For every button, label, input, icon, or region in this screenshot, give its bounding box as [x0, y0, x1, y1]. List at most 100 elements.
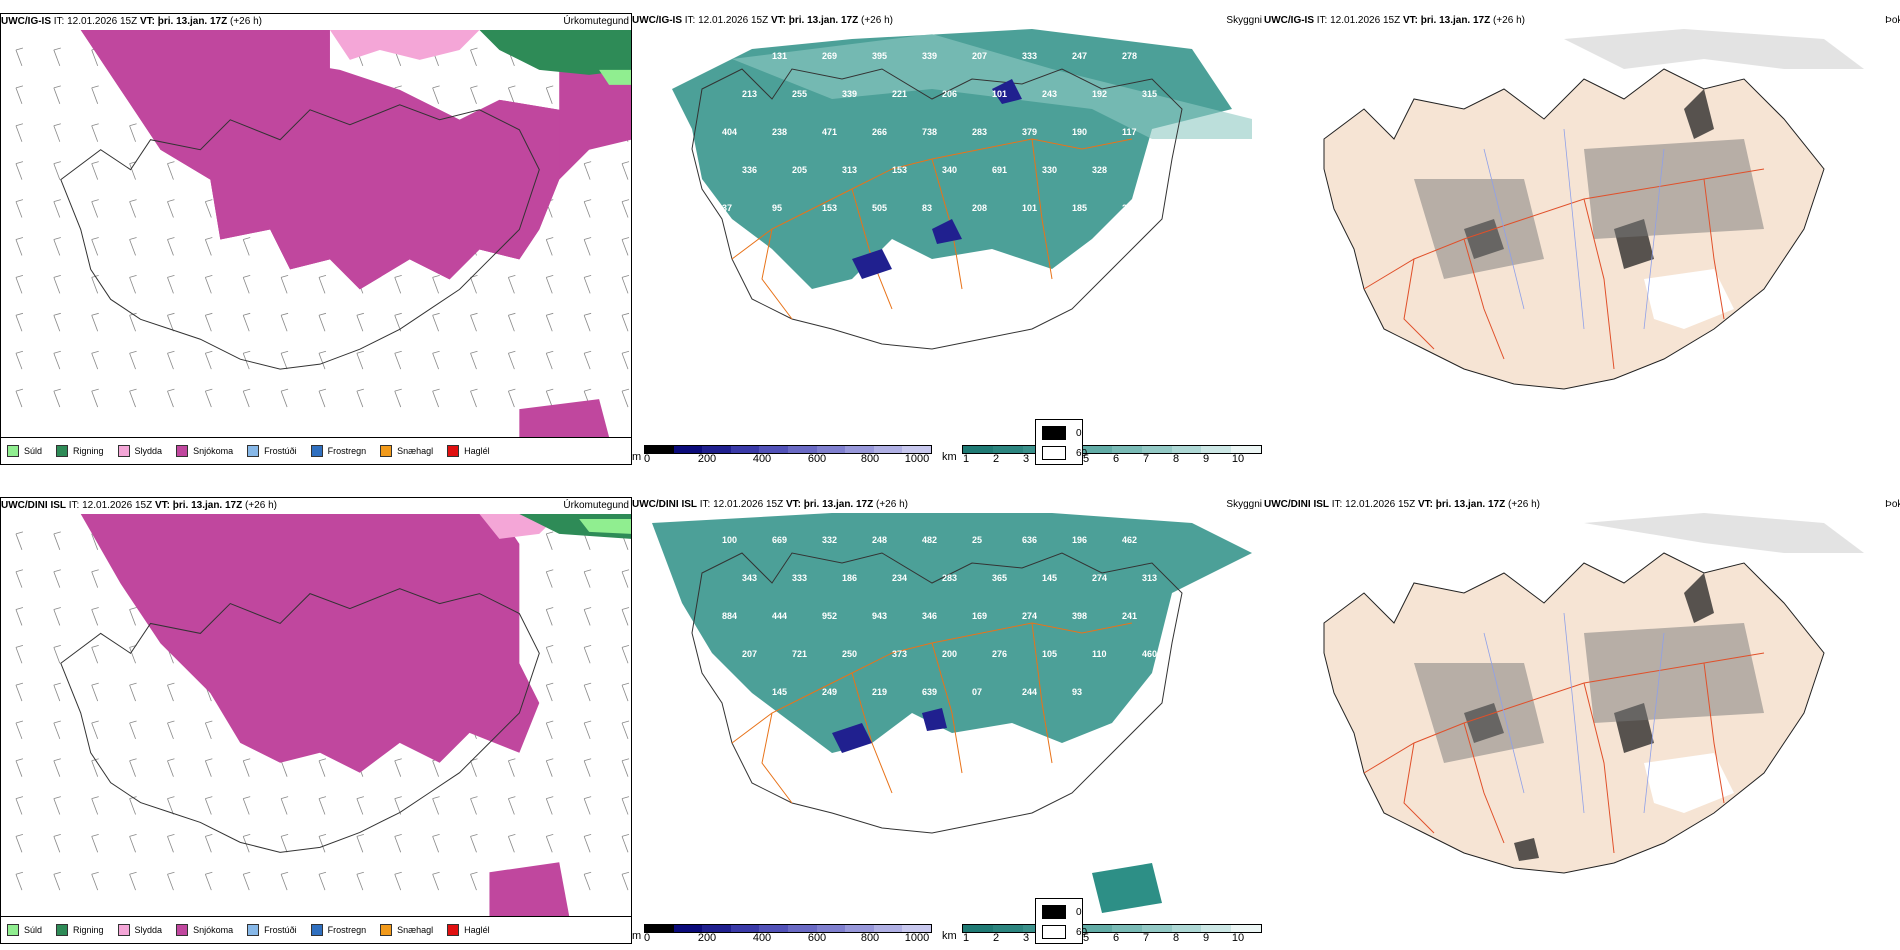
visibility-value-label: 721 — [792, 649, 807, 659]
wind-barb-flag — [53, 350, 61, 354]
wind-barb-flag — [53, 531, 61, 535]
legend-label: Rigning — [73, 446, 104, 456]
visibility-value-label: 884 — [722, 611, 737, 621]
wind-barb — [167, 315, 174, 332]
precip-map[interactable] — [1, 30, 631, 437]
wind-barb — [15, 836, 23, 853]
wind-barb-flag — [318, 871, 327, 875]
visibility-value-label: 117 — [1122, 127, 1137, 137]
visibility-value-label: 206 — [942, 89, 957, 99]
visibility-value-label: 478 — [1142, 165, 1157, 175]
legend-label: Frostregn — [327, 925, 367, 935]
panel-header: UWC/IG-IS IT: 12.01.2026 15Z VT: þri. 13… — [1, 14, 631, 30]
wind-barb — [91, 647, 99, 664]
valid-time: þri. 13.jan. 17Z — [788, 15, 859, 26]
wind-barb — [508, 798, 515, 815]
wind-barb-flag — [432, 871, 440, 875]
wind-barb-flag — [318, 796, 327, 799]
precip-map[interactable] — [1, 514, 631, 916]
top-visibility-panel: UWC/IG-IS IT: 12.01.2026 15Z VT: þri. 13… — [632, 13, 1264, 465]
wind-barb-flag — [394, 85, 402, 89]
visibility-value-label: 669 — [772, 535, 787, 545]
wind-barb — [204, 836, 212, 853]
visibility-value-label: 238 — [772, 127, 787, 137]
wind-barb-flag — [91, 123, 99, 127]
colorbar-tick: 1 — [962, 932, 970, 944]
wind-barb — [91, 353, 99, 370]
wind-barb — [242, 874, 250, 891]
wind-barb — [242, 390, 250, 408]
wind-barb-flag — [15, 720, 24, 724]
it-label: IT: — [684, 15, 696, 26]
wind-barb-flag — [546, 644, 554, 648]
wind-barb — [470, 760, 477, 777]
wind-barb-flag — [281, 388, 289, 392]
wind-barb-flag — [546, 796, 554, 799]
wind-barb-flag — [584, 312, 592, 316]
wind-barb-flag — [470, 350, 478, 354]
visibility-value-label: 95 — [772, 203, 782, 213]
wind-barb-flag — [91, 199, 99, 202]
wind-barb-flag — [15, 569, 24, 573]
wind-barb — [167, 760, 174, 777]
wind-barb-flag — [318, 275, 327, 278]
wind-barb-flag — [584, 834, 592, 837]
wind-barb — [53, 277, 61, 294]
visibility-value-label: 145 — [1042, 573, 1057, 583]
wind-barb — [356, 353, 364, 370]
drizzle-area — [579, 518, 631, 534]
clear-area — [1644, 753, 1734, 813]
fog-map[interactable] — [1264, 29, 1900, 465]
wind-barb-flag — [15, 607, 24, 610]
visibility-value-label: 462 — [1122, 535, 1137, 545]
wind-barb-flag — [15, 834, 24, 837]
panel-title: Skyggni — [1226, 499, 1262, 510]
rivers — [1483, 128, 1665, 330]
legend-item: Snjókoma — [176, 445, 233, 457]
wind-barb-flag — [621, 607, 630, 610]
visibility-value-label: 336 — [742, 165, 757, 175]
wind-barb-flag — [432, 312, 440, 316]
wind-barb-flag — [53, 720, 61, 724]
wind-barb — [621, 353, 629, 370]
wind-barb-flag — [53, 47, 61, 51]
wind-barb — [53, 571, 61, 588]
wind-barb — [318, 760, 326, 777]
wind-barb — [53, 239, 61, 256]
wind-barb-flag — [53, 237, 61, 240]
visibility-map[interactable]: 92 131 269 395 339 207 333 247 278 213 255 339 221 20… — [632, 29, 1264, 441]
wind-barb-flag — [281, 312, 289, 316]
valid-time: þri. 13.jan. 17Z — [172, 500, 243, 511]
legend-swatch — [447, 445, 460, 457]
visibility-haze — [732, 34, 1252, 139]
wind-barb — [508, 390, 515, 408]
visibility-labels: 100 669 332 248 482 25 636 196 462 343 333 186 234 28… — [722, 535, 1157, 697]
wind-barb-flag — [167, 682, 175, 686]
visibility-value-label: 153 — [892, 165, 907, 175]
wind-barb — [545, 239, 553, 256]
legend-item: Súld — [7, 924, 42, 936]
wind-barb — [129, 163, 136, 180]
legend-swatch — [56, 445, 69, 457]
visibility-map[interactable]: 100 669 332 248 482 25 636 196 462 343 333 186 234 28… — [632, 513, 1264, 920]
lead-time: (+26 h) — [245, 500, 277, 511]
wind-barb — [15, 571, 23, 588]
wind-barb — [394, 277, 402, 294]
visibility-value-label: 196 — [1072, 535, 1087, 545]
wind-barb — [15, 163, 23, 180]
wind-barb — [15, 390, 23, 408]
iceland-outline — [60, 104, 540, 370]
wind-barb — [53, 533, 61, 550]
wind-barb-flag — [584, 161, 592, 165]
wind-barb-flag — [15, 758, 24, 762]
fog-legend-row: 60 — [1042, 446, 1087, 460]
fog-map[interactable] — [1264, 513, 1900, 944]
wind-barb-flag — [356, 834, 364, 837]
wind-barb — [129, 390, 136, 408]
colorbar-tick: 2 — [992, 932, 1000, 944]
wind-barb — [280, 353, 288, 370]
fog-legend: 0 60 — [1035, 419, 1087, 465]
wind-barb-flag — [584, 644, 592, 648]
model-name: UWC/IG-IS — [632, 15, 682, 26]
wind-barb — [53, 647, 61, 664]
